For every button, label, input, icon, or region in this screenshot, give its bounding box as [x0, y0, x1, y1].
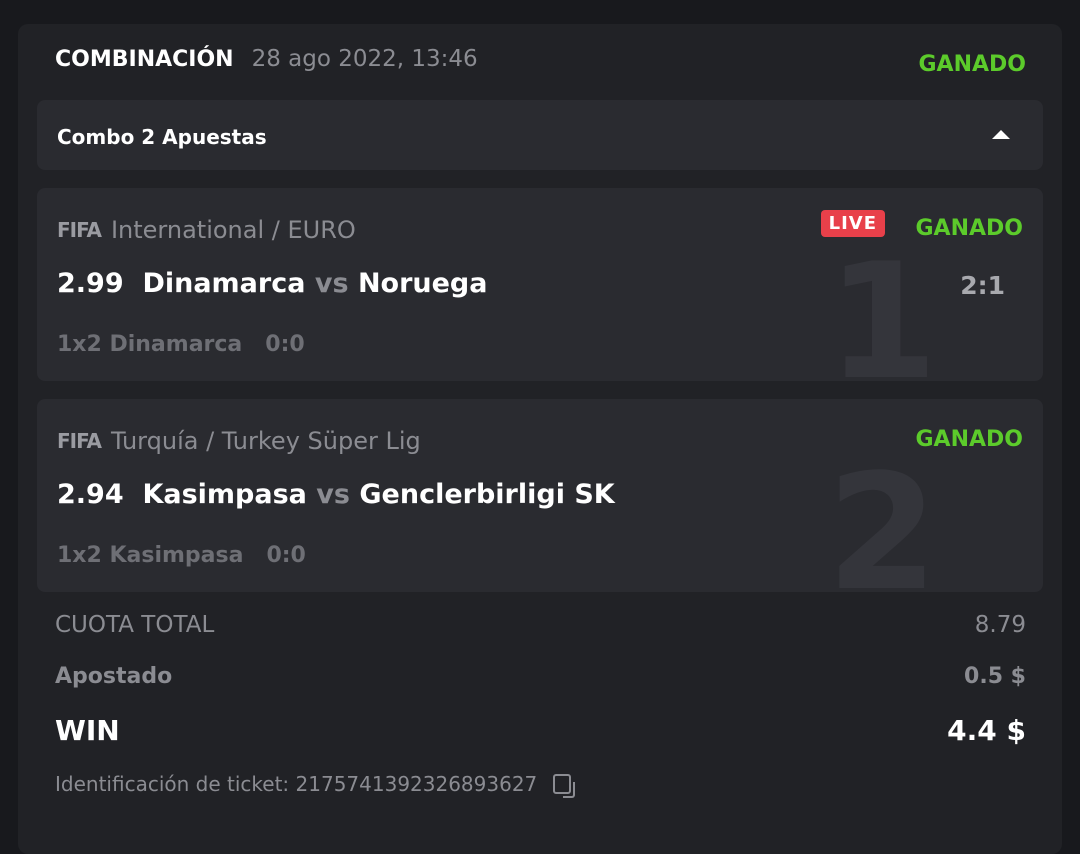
win-row: WIN 4.4 $ [55, 714, 1026, 747]
match-line: 2.94 Kasimpasa vs Genclerbirligi SK [57, 479, 615, 510]
league-name: International / EURO [110, 216, 356, 244]
total-odds-value: 8.79 [974, 612, 1026, 638]
bet-index: 2 [826, 439, 938, 593]
vs-label: vs [314, 268, 349, 299]
home-team: Dinamarca [142, 268, 306, 299]
staked-label: Apostado [55, 664, 173, 689]
copy-icon[interactable] [553, 774, 576, 798]
selection-score: 0:0 [265, 332, 305, 357]
ticket-id-row: Identificación de ticket: 21757413923268… [55, 772, 576, 798]
combo-label: Combo 2 Apuestas [57, 125, 267, 149]
home-team: Kasimpasa [142, 479, 307, 510]
league-name: Turquía / Turkey Süper Lig [110, 427, 421, 455]
selection: 1x2 Dinamarca 0:0 [57, 332, 305, 357]
caret-up-icon[interactable] [992, 130, 1010, 139]
selection-score: 0:0 [266, 543, 306, 568]
slip-date: 28 ago 2022, 13:46 [251, 46, 478, 72]
total-odds-label: CUOTA TOTAL [55, 612, 215, 638]
slip-status: GANADO [918, 52, 1027, 77]
selection-market: 1x2 Dinamarca [57, 332, 243, 357]
selection-market: 1x2 Kasimpasa [57, 543, 244, 568]
slip-title: COMBINACIÓN [55, 47, 234, 72]
odds: 2.99 [57, 268, 124, 299]
bet-card-2: 2 FIFA Turquía / Turkey Süper Lig GANADO … [37, 399, 1043, 592]
bet-card-1: 1 FIFA International / EURO LIVE GANADO 2… [37, 188, 1043, 381]
staked-row: Apostado 0.5 $ [55, 664, 1026, 689]
slip-header: COMBINACIÓN 28 ago 2022, 13:46 [55, 46, 478, 72]
bet-index: 1 [826, 228, 938, 382]
bet-status: GANADO [915, 216, 1024, 241]
odds: 2.94 [57, 479, 124, 510]
fifa-gamepad-icon: FIFA [57, 429, 102, 453]
staked-value: 0.5 $ [964, 664, 1026, 689]
match-score: 2:1 [960, 271, 1005, 300]
away-team: Genclerbirligi SK [359, 479, 615, 510]
ticket-label: Identificación de ticket: [55, 772, 290, 796]
selection: 1x2 Kasimpasa 0:0 [57, 543, 306, 568]
total-odds-row: CUOTA TOTAL 8.79 [55, 612, 1026, 638]
fifa-gamepad-icon: FIFA [57, 218, 102, 242]
vs-label: vs [316, 479, 350, 510]
live-badge: LIVE [820, 210, 885, 237]
win-value: 4.4 $ [947, 714, 1026, 747]
match-line: 2.99 Dinamarca vs Noruega [57, 268, 487, 299]
win-label: WIN [55, 714, 120, 747]
bet-slip-card: COMBINACIÓN 28 ago 2022, 13:46 GANADO Co… [18, 24, 1062, 854]
ticket-id: 2175741392326893627 [295, 772, 538, 796]
bet-status: GANADO [915, 427, 1024, 452]
away-team: Noruega [357, 268, 488, 299]
combo-toggle[interactable]: Combo 2 Apuestas [37, 100, 1043, 170]
